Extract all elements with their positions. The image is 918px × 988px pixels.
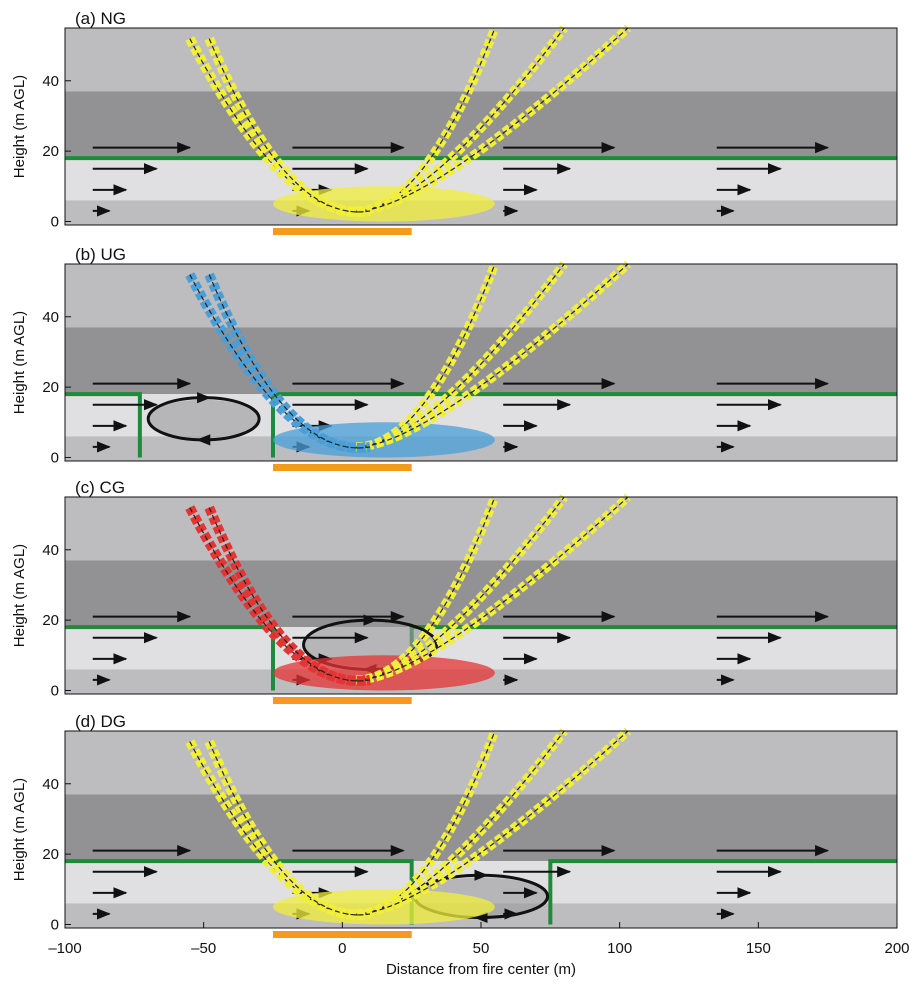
fire — [273, 697, 412, 704]
plume-centerline — [208, 507, 371, 682]
plume-centerline — [208, 741, 371, 916]
y-axis-label: Height (m AGL) — [11, 778, 28, 881]
y-axis-label: Height (m AGL) — [11, 544, 28, 647]
plume-centerline — [208, 38, 371, 213]
panel-title: (b) UG — [75, 245, 126, 264]
x-axis-label: Distance from fire center (m) — [386, 961, 576, 978]
x-tick-label: 150 — [746, 940, 771, 957]
panel: 0 20 40 (d) DG Height (m AGL) –100 –50 0 50 100 15… — [11, 712, 910, 978]
plume-centerline — [208, 274, 371, 449]
panel-title: (c) CG — [75, 478, 125, 497]
panel: 0 20 40 (c) CG Height (m AGL) — [11, 478, 898, 704]
x-tick-label: –100 — [48, 940, 81, 957]
band — [65, 627, 897, 670]
y-tick-label: 40 — [42, 776, 59, 793]
plume-centerline — [356, 730, 629, 915]
plot-frame — [64, 263, 898, 462]
plot-frame — [64, 27, 898, 226]
plume-left — [204, 272, 371, 453]
plume-left — [204, 739, 371, 920]
fire — [273, 228, 412, 235]
panel: 0 20 40 (a) NG Height (m AGL) — [11, 9, 898, 235]
y-tick-label: 0 — [51, 213, 59, 230]
x-tick-label: 50 — [473, 940, 490, 957]
y-tick-label: 0 — [51, 449, 59, 466]
fire — [273, 464, 412, 471]
plume-left — [204, 36, 371, 217]
x-tick-label: –50 — [191, 940, 216, 957]
fire — [273, 931, 412, 938]
y-axis-label: Height (m AGL) — [11, 311, 28, 414]
y-tick-label: 20 — [42, 143, 59, 160]
plume-centerline — [356, 263, 629, 448]
plume-centerline — [356, 496, 629, 681]
recirculation-shadow — [148, 399, 260, 438]
y-tick-label: 40 — [42, 309, 59, 326]
x-tick-label: 0 — [338, 940, 346, 957]
y-tick-label: 20 — [42, 846, 59, 863]
plume-centerline — [356, 27, 629, 212]
panel-title: (d) DG — [75, 712, 126, 731]
y-tick-label: 0 — [51, 682, 59, 699]
panel-title: (a) NG — [75, 9, 126, 28]
y-tick-label: 20 — [42, 612, 59, 629]
plot-frame — [64, 496, 898, 695]
x-tick-label: 200 — [884, 940, 909, 957]
band — [65, 158, 897, 201]
plume-left — [204, 505, 371, 686]
y-tick-label: 40 — [42, 73, 59, 90]
y-tick-label: 20 — [42, 379, 59, 396]
x-tick-label: 100 — [607, 940, 632, 957]
panel: 0 20 40 (b) UG Height (m AGL) — [11, 245, 898, 471]
y-tick-label: 0 — [51, 916, 59, 933]
y-tick-label: 40 — [42, 542, 59, 559]
y-axis-label: Height (m AGL) — [11, 75, 28, 178]
